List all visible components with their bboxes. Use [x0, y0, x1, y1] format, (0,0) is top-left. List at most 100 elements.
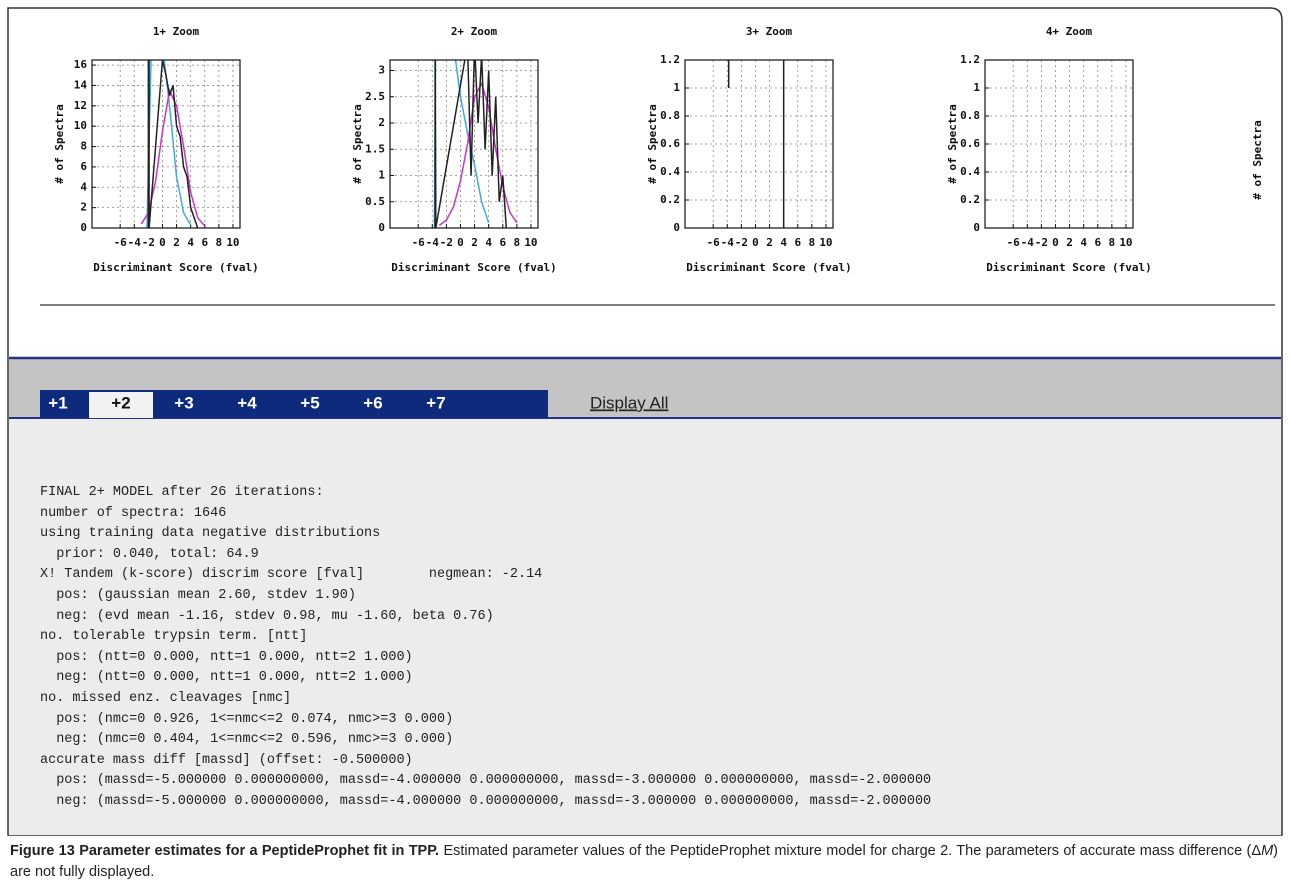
x-tick-label: 0 — [457, 236, 464, 249]
y-tick-label: 3 — [378, 64, 385, 77]
y-tick-label: 1 — [973, 81, 980, 94]
x-tick-label: 4 — [780, 236, 787, 249]
output-line: neg: (nmc=0 0.404, 1<=nmc<=2 0.596, nmc>… — [40, 732, 454, 748]
x-tick-label: -4 — [721, 236, 735, 249]
tab-highlight — [89, 392, 153, 418]
output-line: X! Tandem (k-score) discrim score [fval]… — [40, 567, 543, 583]
y-tick-label: 0.2 — [960, 193, 980, 206]
y-tick-label: 0 — [973, 221, 980, 234]
content-panel — [9, 418, 1281, 835]
charts: 1+ Zoom Discriminant Score (fval) # of Spe… — [53, 25, 1152, 274]
output-line: number of spectra: 1646 — [40, 505, 227, 521]
y-tick-label: 1 — [378, 169, 385, 182]
y-tick-label: 0 — [673, 221, 680, 234]
y-tick-label: 1.5 — [365, 142, 385, 155]
x-axis-label: Discriminant Score (fval) — [93, 261, 259, 274]
output-line: using training data negative distributio… — [40, 526, 381, 542]
x-tick-label: 0 — [752, 236, 759, 249]
caption-title: Parameter estimates for a PeptideProphet… — [79, 843, 440, 859]
plot-frame — [984, 59, 1134, 229]
y-tick-label: 8 — [80, 140, 87, 153]
chart: 3+ Zoom Discriminant Score (fval) # of Spe… — [646, 25, 852, 274]
x-tick-label: 8 — [216, 236, 223, 249]
x-tick-label: 6 — [794, 236, 801, 249]
x-tick-label: -4 — [426, 236, 440, 249]
y-tick-label: 0.4 — [660, 165, 680, 178]
x-axis-label: Discriminant Score (fval) — [391, 261, 557, 274]
x-tick-label: 10 — [1119, 236, 1132, 249]
model-output: FINAL 2+ MODEL after 26 iterations: numbe… — [40, 483, 1280, 813]
plot-frame — [684, 59, 834, 229]
output-line: no. tolerable trypsin term. [ntt] — [40, 629, 308, 645]
y-axis-label: # of Spectra — [646, 104, 659, 183]
x-tick-label: 6 — [499, 236, 506, 249]
x-tick-label: 2 — [173, 236, 180, 249]
y-tick-label: 10 — [74, 119, 87, 132]
output-line: prior: 0.040, total: 64.9 — [40, 546, 259, 562]
x-axis-label: Discriminant Score (fval) — [686, 261, 852, 274]
y-tick-label: 6 — [80, 160, 87, 173]
tab[interactable]: +6 — [363, 393, 382, 412]
y-tick-label: 2.5 — [365, 90, 385, 103]
x-tick-label: 8 — [514, 236, 521, 249]
x-tick-label: -2 — [1035, 236, 1048, 249]
tab[interactable]: +7 — [426, 393, 445, 412]
x-tick-label: 4 — [485, 236, 492, 249]
x-tick-label: -4 — [1021, 236, 1035, 249]
chart-title: 4+ Zoom — [1046, 25, 1093, 38]
x-tick-label: 0 — [159, 236, 166, 249]
y-tick-label: 0.8 — [660, 109, 680, 122]
y-tick-label: 0.6 — [960, 137, 980, 150]
chart-title: 3+ Zoom — [746, 25, 793, 38]
output-line: neg: (massd=-5.000000 0.000000000, massd… — [40, 793, 932, 809]
x-tick-label: -2 — [440, 236, 453, 249]
x-tick-label: -6 — [1007, 236, 1021, 249]
x-tick-label: -6 — [114, 236, 128, 249]
series-line — [434, 60, 508, 228]
series-line — [433, 60, 490, 228]
x-tick-label: 6 — [1094, 236, 1101, 249]
output-line: pos: (ntt=0 0.000, ntt=1 0.000, ntt=2 1.… — [40, 649, 413, 665]
x-tick-label: -2 — [735, 236, 748, 249]
chart: 4+ Zoom Discriminant Score (fval) # of Spe… — [946, 25, 1152, 274]
x-tick-label: 8 — [809, 236, 816, 249]
y-tick-label: 12 — [74, 99, 87, 112]
y-tick-label: 2 — [80, 201, 87, 214]
tab[interactable]: +3 — [174, 393, 193, 412]
display-all-link[interactable]: Display All — [590, 393, 668, 412]
y-tick-label: 1.2 — [660, 53, 680, 66]
y-tick-label: 2 — [378, 116, 385, 129]
series-line — [147, 60, 199, 228]
output-line: no. missed enz. cleavages [nmc] — [40, 690, 292, 706]
caption-label: Figure 13 — [10, 843, 75, 859]
y-tick-label: 0.8 — [960, 109, 980, 122]
chart-title: 1+ Zoom — [153, 25, 200, 38]
tab[interactable]: +2 — [111, 393, 130, 412]
y-axis-label: # of Spectra — [946, 104, 959, 183]
caption-delta: Δ — [1251, 843, 1262, 859]
tab[interactable]: +5 — [300, 393, 319, 412]
y-tick-label: 16 — [74, 58, 88, 71]
x-tick-label: 4 — [187, 236, 194, 249]
caption-text: ) are not fully displayed. — [10, 843, 1279, 880]
output-line: FINAL 2+ MODEL after 26 iterations: — [40, 485, 324, 500]
caption-text: Estimated parameter values of the Peptid… — [443, 843, 1252, 859]
tab[interactable]: +4 — [237, 393, 257, 412]
chart: 1+ Zoom Discriminant Score (fval) # of Spe… — [53, 25, 259, 274]
x-tick-label: -2 — [142, 236, 155, 249]
y-tick-label: 0.5 — [365, 195, 385, 208]
y-tick-label: 0.4 — [960, 165, 980, 178]
tab[interactable]: +1 — [48, 393, 67, 412]
y-axis-label: # of Spectra — [53, 104, 66, 183]
chart-title: 2+ Zoom — [451, 25, 498, 38]
x-tick-label: 6 — [201, 236, 208, 249]
x-tick-label: 2 — [1066, 236, 1073, 249]
x-tick-label: 10 — [524, 236, 537, 249]
output-line: pos: (massd=-5.000000 0.000000000, massd… — [40, 773, 932, 789]
output-line: pos: (nmc=0 0.926, 1<=nmc<=2 0.074, nmc>… — [40, 711, 454, 727]
x-tick-label: 10 — [226, 236, 239, 249]
x-tick-label: -6 — [412, 236, 426, 249]
x-tick-label: -4 — [128, 236, 142, 249]
output-line: pos: (gaussian mean 2.60, stdev 1.90) — [40, 587, 356, 603]
